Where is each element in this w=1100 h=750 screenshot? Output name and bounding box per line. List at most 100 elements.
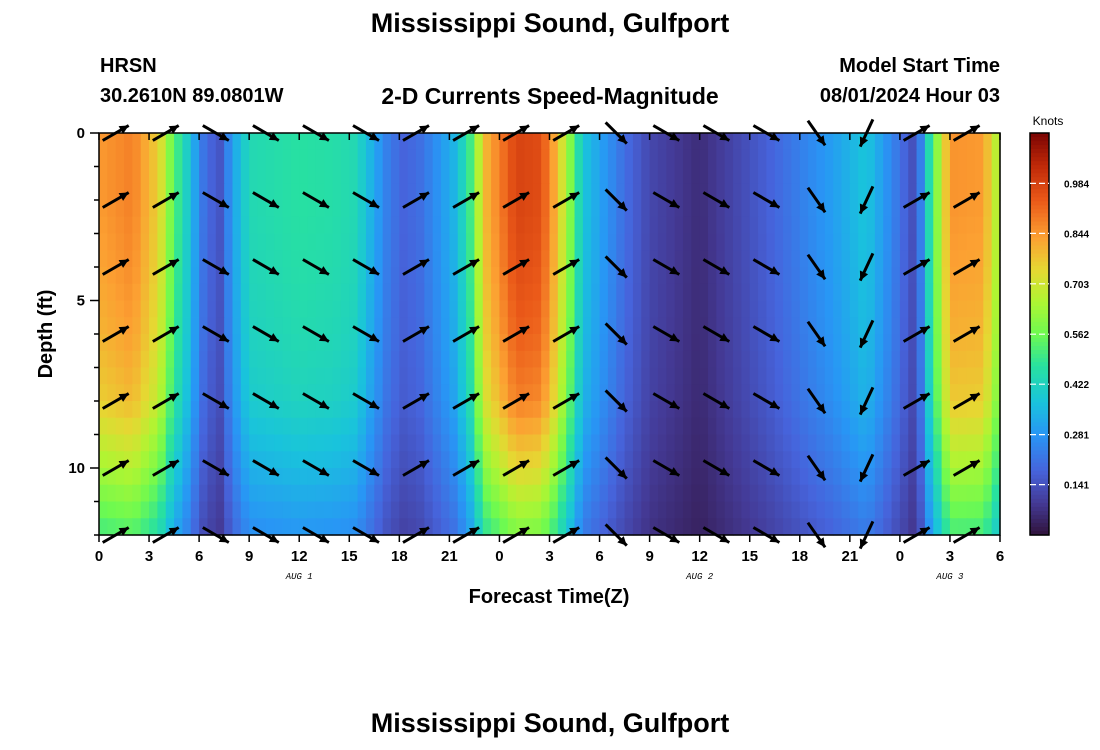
heatmap-cell bbox=[766, 216, 776, 235]
vector-head bbox=[168, 259, 179, 268]
heatmap-cell bbox=[249, 417, 259, 436]
y-tick-label: 10 bbox=[68, 460, 85, 477]
heatmap-cell bbox=[958, 183, 968, 201]
vector-head bbox=[617, 402, 627, 412]
heatmap-cell bbox=[666, 434, 676, 452]
heatmap-cell bbox=[165, 334, 175, 352]
vector-head bbox=[669, 132, 680, 141]
heatmap-cell bbox=[549, 484, 559, 503]
heatmap-cell bbox=[624, 367, 634, 385]
heatmap-cell bbox=[174, 518, 184, 536]
vector-head bbox=[469, 259, 480, 268]
heatmap-cell bbox=[307, 518, 317, 536]
heatmap-cell bbox=[107, 384, 117, 402]
heatmap-cell bbox=[958, 133, 968, 151]
heatmap-cell bbox=[324, 501, 334, 519]
heatmap-cell bbox=[941, 434, 951, 452]
heatmap-cell bbox=[933, 166, 943, 184]
heatmap-cell bbox=[441, 317, 450, 335]
heatmap-cell bbox=[974, 334, 984, 352]
heatmap-cell bbox=[491, 350, 501, 369]
heatmap-cell bbox=[157, 484, 167, 503]
heatmap-cell bbox=[541, 384, 551, 402]
heatmap-cell bbox=[833, 183, 843, 201]
heatmap-cell bbox=[591, 200, 601, 218]
colorbar-swatch bbox=[1030, 494, 1049, 500]
heatmap-cell bbox=[274, 518, 284, 536]
heatmap-cell bbox=[974, 484, 984, 503]
heatmap-cell bbox=[365, 350, 375, 369]
heatmap-cell bbox=[374, 350, 384, 369]
heatmap-cell bbox=[766, 283, 776, 302]
current-vector bbox=[752, 325, 781, 343]
heatmap-cell bbox=[240, 166, 250, 184]
heatmap-cell bbox=[566, 384, 576, 402]
heatmap-cell bbox=[424, 501, 434, 519]
heatmap-cell bbox=[416, 417, 425, 436]
heatmap-cell bbox=[432, 166, 442, 184]
heatmap-cell bbox=[349, 417, 359, 436]
heatmap-cell bbox=[491, 484, 501, 503]
heatmap-cell bbox=[632, 484, 642, 503]
heatmap-cell bbox=[699, 216, 709, 235]
heatmap-cell bbox=[991, 300, 1001, 318]
heatmap-cell bbox=[499, 233, 509, 251]
heatmap-cell bbox=[816, 501, 826, 519]
heatmap-cell bbox=[824, 283, 834, 302]
vector-head bbox=[419, 393, 429, 402]
heatmap-cell bbox=[891, 417, 901, 436]
heatmap-cell bbox=[566, 350, 576, 369]
heatmap-cell bbox=[557, 501, 567, 519]
heatmap-cell bbox=[257, 149, 267, 168]
heatmap-cell bbox=[574, 501, 584, 519]
heatmap-cell bbox=[966, 183, 976, 201]
heatmap-cell bbox=[908, 317, 918, 335]
vector-head bbox=[519, 460, 530, 469]
heatmap-cell bbox=[649, 468, 659, 486]
heatmap-cell bbox=[432, 501, 442, 519]
heatmap-cell bbox=[441, 216, 450, 235]
heatmap-cell bbox=[432, 250, 442, 268]
heatmap-cell bbox=[883, 250, 893, 268]
heatmap-cell bbox=[649, 501, 659, 519]
heatmap-cell bbox=[115, 216, 125, 235]
current-vector bbox=[702, 392, 731, 410]
heatmap-cell bbox=[749, 233, 759, 251]
heatmap-cell bbox=[249, 216, 259, 235]
heatmap-cell bbox=[207, 216, 217, 235]
heatmap-cell bbox=[841, 216, 851, 235]
heatmap-cell bbox=[783, 434, 793, 452]
station-id: HRSN bbox=[100, 55, 157, 77]
colorbar-swatch bbox=[1030, 486, 1049, 492]
heatmap-cell bbox=[808, 267, 818, 285]
heatmap-cell bbox=[332, 484, 342, 503]
colorbar-swatch bbox=[1030, 165, 1049, 170]
heatmap-cell bbox=[332, 367, 342, 385]
heatmap-cell bbox=[674, 283, 684, 302]
heatmap-cell bbox=[949, 367, 959, 385]
heatmap-cell bbox=[190, 200, 200, 218]
heatmap-cell bbox=[432, 267, 442, 285]
heatmap-cell bbox=[891, 183, 901, 201]
colorbar-swatch bbox=[1030, 201, 1049, 206]
heatmap-cell bbox=[674, 233, 684, 251]
heatmap-cell bbox=[866, 233, 876, 251]
heatmap-cell bbox=[899, 250, 909, 268]
heatmap-cell bbox=[182, 267, 192, 285]
heatmap-cell bbox=[666, 133, 676, 151]
heatmap-cell bbox=[849, 183, 859, 201]
heatmap-cell bbox=[833, 166, 843, 184]
heatmap-cell bbox=[841, 468, 851, 486]
heatmap-cell bbox=[240, 216, 250, 235]
heatmap-cell bbox=[340, 468, 350, 486]
heatmap-cell bbox=[774, 250, 784, 268]
heatmap-cell bbox=[657, 518, 667, 536]
heatmap-cell bbox=[616, 283, 626, 302]
heatmap-cell bbox=[499, 451, 509, 469]
heatmap-cell bbox=[733, 367, 742, 385]
heatmap-cell bbox=[741, 401, 751, 419]
current-vector bbox=[952, 325, 981, 343]
heatmap-cell bbox=[874, 216, 884, 235]
current-vector bbox=[902, 325, 931, 343]
heatmap-cell bbox=[891, 133, 901, 151]
